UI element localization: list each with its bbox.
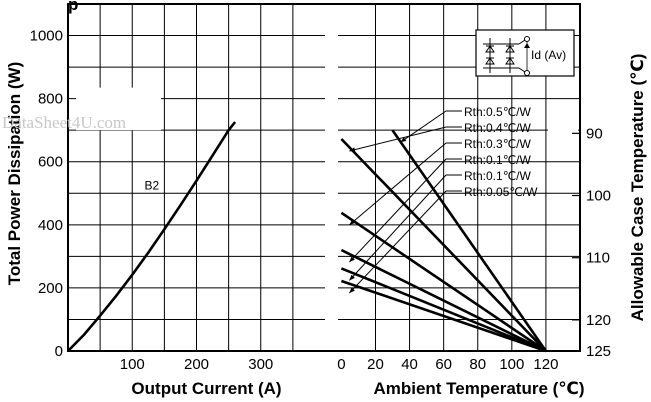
series-line-rth (340, 248, 547, 353)
y-tick-label: 1000 (30, 28, 63, 45)
x-tick-label: 80 (469, 356, 486, 373)
legend-entry: Rth:0.1℃/W (464, 153, 532, 167)
y-tick-label: 600 (38, 154, 63, 171)
y-tick-label: 200 (38, 280, 63, 297)
series-line-rth (340, 267, 547, 353)
y-axis-title-right: Allowable Case Temperature (℃) (628, 54, 647, 322)
case-temp-tick-label: 110 (586, 250, 610, 267)
leader-arrow (349, 274, 355, 281)
top-label: p (68, 0, 78, 14)
legend-entry: Rth:0.3℃/W (464, 137, 532, 151)
leader-line (349, 142, 447, 226)
legend-entry: Rth:0.4℃/W (464, 121, 532, 135)
leader-layer (349, 110, 462, 294)
leader-arrow (400, 137, 407, 143)
x-axis-title-left: Output Current (A) (131, 379, 281, 398)
case-temp-tick-label: 125 (586, 343, 611, 360)
inset-label: Id (Av) (531, 48, 566, 62)
x-tick-label: 200 (184, 356, 209, 373)
frame-layer (67, 3, 581, 352)
leader-arrow (349, 256, 355, 263)
label-layer: B2 Rth:0.5℃/W Rth:0.4℃/W Rth:0.3℃/W Rth:0.1℃… (5, 28, 647, 398)
watermark: DataSheet4U.com (2, 113, 126, 132)
series-line-rth (340, 138, 547, 352)
legend-entry: Rth:0.1℃/W (464, 169, 532, 183)
leader-line (349, 126, 447, 152)
x-tick-label: 40 (401, 356, 418, 373)
leader-line (349, 158, 447, 263)
legend-entry: Rth:0.5℃/W (464, 105, 532, 119)
leader-arrow (349, 287, 355, 293)
x-tick-label: 20 (367, 356, 384, 373)
y-axis-title-left: Total Power Dissipation (W) (5, 62, 24, 286)
leader-line (349, 190, 447, 294)
y-tick-label: 400 (38, 217, 63, 234)
leader-line (400, 110, 447, 143)
x-tick-label: 100 (120, 356, 145, 373)
x-tick-label: 300 (248, 356, 273, 373)
x-tick-label: 60 (435, 356, 452, 373)
plot-frame (67, 3, 581, 352)
series-line-b2 (67, 121, 237, 352)
series-line-rth (340, 279, 547, 353)
label-mask (76, 87, 161, 131)
x-tick-label: 100 (499, 356, 524, 373)
series-label: B2 (144, 178, 159, 192)
rectifier-symbol-icon: Id (Av) (475, 29, 575, 77)
series-line-rth (340, 211, 547, 353)
x-tick-label: 120 (533, 356, 558, 373)
grid-layer (68, 4, 580, 351)
label-mask (547, 128, 578, 133)
leader-arrow (349, 147, 356, 152)
leader-arrow (349, 219, 356, 225)
case-temp-tick-label: 100 (586, 188, 611, 205)
y-tick-label: 800 (38, 91, 63, 108)
legend-entry: Rth:0.05℃/W (464, 185, 538, 199)
x-tick-label: 0 (337, 356, 345, 373)
case-temp-tick-label: 120 (586, 312, 611, 329)
leader-line (349, 174, 447, 281)
y-tick-label: 0 (55, 343, 63, 360)
case-temp-tick-label: 90 (586, 125, 603, 142)
x-axis-title-right: Ambient Temperature (℃) (373, 379, 584, 398)
